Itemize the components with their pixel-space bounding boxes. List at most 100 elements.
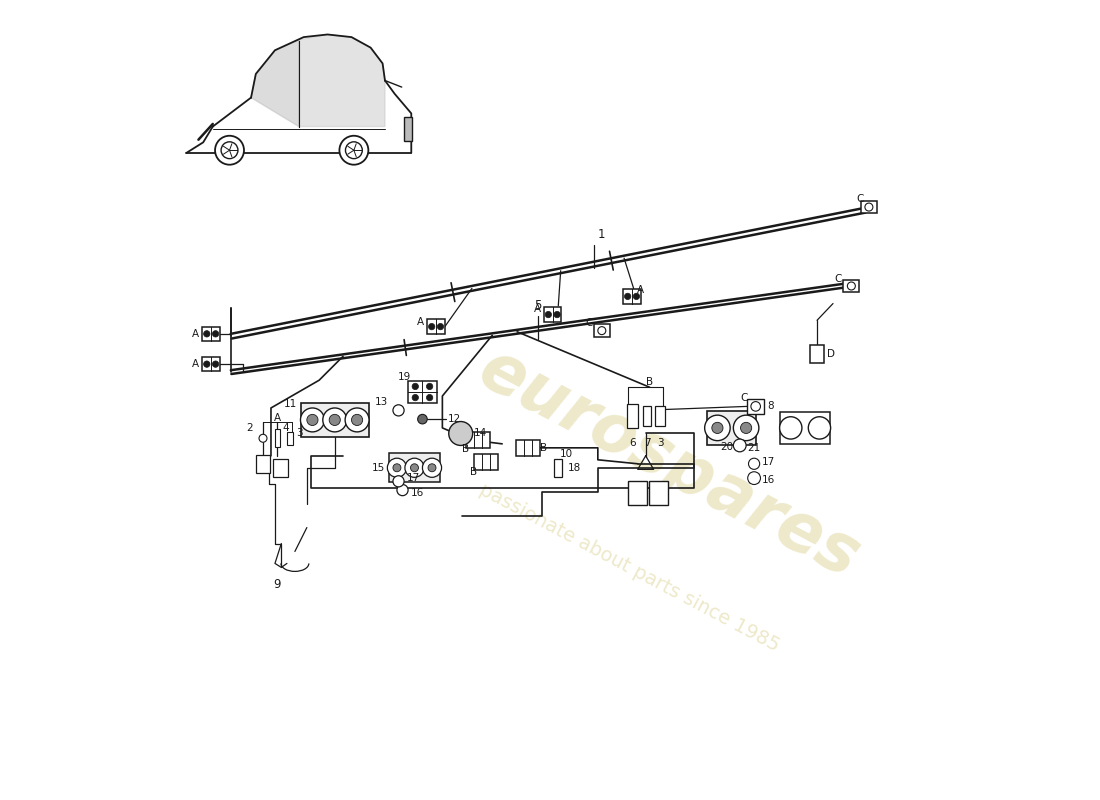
Bar <box>388 454 440 482</box>
Circle shape <box>418 414 427 424</box>
Text: 17: 17 <box>407 473 420 483</box>
Text: 20: 20 <box>720 442 734 452</box>
Text: 12: 12 <box>448 414 461 424</box>
Circle shape <box>352 414 363 426</box>
Text: A: A <box>417 317 425 327</box>
Circle shape <box>734 439 746 452</box>
Circle shape <box>345 408 368 432</box>
Text: 2: 2 <box>246 423 253 433</box>
Text: 5: 5 <box>535 299 541 312</box>
Text: 6: 6 <box>629 438 636 448</box>
Bar <box>275 430 279 447</box>
Text: 13: 13 <box>375 398 388 407</box>
Circle shape <box>780 417 802 439</box>
Text: B: B <box>470 466 476 477</box>
Circle shape <box>734 415 759 441</box>
Circle shape <box>329 414 340 426</box>
Polygon shape <box>299 34 385 126</box>
Bar <box>649 482 668 506</box>
Bar <box>810 345 824 362</box>
Text: 21: 21 <box>748 443 761 453</box>
Bar <box>861 201 877 214</box>
Bar <box>707 411 757 445</box>
Circle shape <box>748 458 760 470</box>
Text: A: A <box>274 413 280 422</box>
Text: 8: 8 <box>767 402 773 411</box>
Text: 18: 18 <box>568 462 581 473</box>
Text: eurospares: eurospares <box>469 336 871 592</box>
Bar <box>628 482 647 506</box>
Circle shape <box>393 405 404 416</box>
Text: 10: 10 <box>560 450 573 459</box>
Text: 19: 19 <box>398 372 411 382</box>
Bar <box>202 357 220 371</box>
Circle shape <box>340 136 368 165</box>
Circle shape <box>625 294 630 299</box>
Bar <box>656 406 664 426</box>
Circle shape <box>705 415 730 441</box>
Bar <box>594 324 609 337</box>
Circle shape <box>393 464 400 472</box>
Bar <box>466 432 491 448</box>
Text: 3: 3 <box>297 429 304 438</box>
Bar <box>543 307 561 322</box>
Bar <box>474 454 498 470</box>
Circle shape <box>427 383 432 390</box>
Circle shape <box>214 136 244 165</box>
Text: B: B <box>540 443 548 453</box>
Bar <box>516 440 540 456</box>
Text: C: C <box>856 194 864 204</box>
Circle shape <box>221 142 238 158</box>
Text: 1: 1 <box>597 227 605 241</box>
Circle shape <box>712 422 723 434</box>
Circle shape <box>307 414 318 426</box>
Circle shape <box>397 485 408 496</box>
Text: 16: 16 <box>410 488 424 498</box>
Bar <box>554 459 562 477</box>
Bar <box>256 455 271 473</box>
Text: passionate about parts since 1985: passionate about parts since 1985 <box>476 480 783 655</box>
Text: A: A <box>534 304 541 314</box>
Circle shape <box>300 408 324 432</box>
Text: D: D <box>826 349 835 358</box>
Circle shape <box>847 282 856 290</box>
Circle shape <box>634 294 639 299</box>
Circle shape <box>345 142 362 158</box>
Text: 4: 4 <box>283 423 289 433</box>
Circle shape <box>428 464 436 472</box>
Polygon shape <box>251 40 299 126</box>
Text: B: B <box>646 377 653 386</box>
Text: 16: 16 <box>762 474 776 485</box>
Text: A: A <box>637 285 644 295</box>
Bar <box>274 459 288 477</box>
Text: 17: 17 <box>762 457 776 467</box>
Circle shape <box>322 408 346 432</box>
Circle shape <box>808 417 830 439</box>
Circle shape <box>212 330 219 337</box>
Bar <box>624 290 641 303</box>
Bar <box>780 412 829 444</box>
Circle shape <box>387 458 407 478</box>
Circle shape <box>429 323 434 330</box>
Text: A: A <box>192 329 199 339</box>
Bar <box>627 404 638 428</box>
Text: 7: 7 <box>644 438 650 448</box>
Circle shape <box>748 472 760 485</box>
Circle shape <box>427 394 432 401</box>
Text: 15: 15 <box>372 462 385 473</box>
Circle shape <box>597 326 606 334</box>
Text: 11: 11 <box>284 399 297 409</box>
Circle shape <box>865 203 873 211</box>
Circle shape <box>405 458 424 478</box>
Text: C: C <box>585 318 592 328</box>
Circle shape <box>449 422 473 446</box>
Bar <box>301 403 368 437</box>
Circle shape <box>412 394 418 401</box>
Circle shape <box>740 422 751 434</box>
Bar <box>747 399 764 414</box>
Circle shape <box>546 311 551 318</box>
Circle shape <box>554 311 560 318</box>
Bar <box>404 118 411 141</box>
Text: B: B <box>462 445 469 454</box>
Circle shape <box>438 323 443 330</box>
